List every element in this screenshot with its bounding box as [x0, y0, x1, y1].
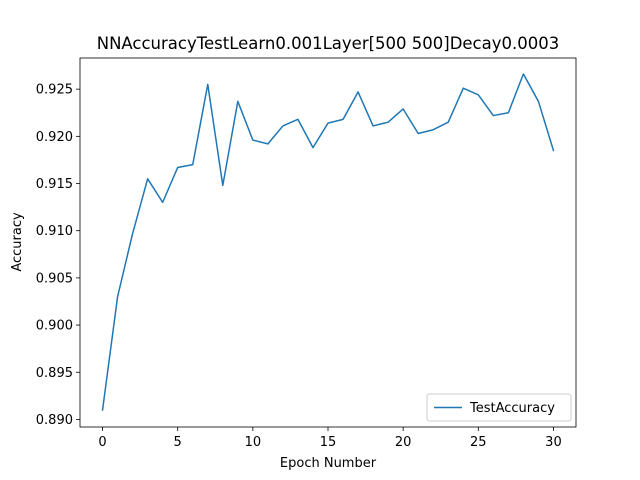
y-tick-label: 0.905: [36, 271, 73, 286]
x-tick-label: 5: [174, 435, 182, 450]
y-tick-label: 0.915: [36, 177, 73, 192]
y-tick-label: 0.895: [36, 366, 73, 381]
legend: TestAccuracy: [426, 393, 572, 422]
x-axis-label: Epoch Number: [280, 456, 377, 471]
plot-area: 0 5 10 15 20 25 30 0.890 0.895 0.900 0.905 0.910 0.9…: [36, 57, 577, 450]
y-tick-label: 0.910: [36, 224, 73, 239]
y-tick-label: 0.900: [36, 319, 73, 334]
legend-label-testaccuracy: TestAccuracy: [469, 401, 555, 416]
x-tick-label: 10: [245, 435, 262, 450]
legend-frame: [426, 393, 572, 422]
y-tick-label: 0.925: [36, 83, 73, 98]
x-tick-label: 30: [545, 435, 562, 450]
y-tick-label: 0.890: [36, 413, 73, 428]
y-tick-label: 0.920: [36, 130, 73, 145]
x-tick-label: 0: [98, 435, 106, 450]
x-tick-label: 25: [470, 435, 487, 450]
y-axis-label: Accuracy: [10, 212, 25, 272]
x-tick-label: 20: [395, 435, 412, 450]
series-line-testaccuracy: [101, 73, 555, 411]
x-tick-label: 15: [320, 435, 337, 450]
chart-title: NNAccuracyTestLearn0.001Layer[500 500]De…: [97, 34, 560, 53]
